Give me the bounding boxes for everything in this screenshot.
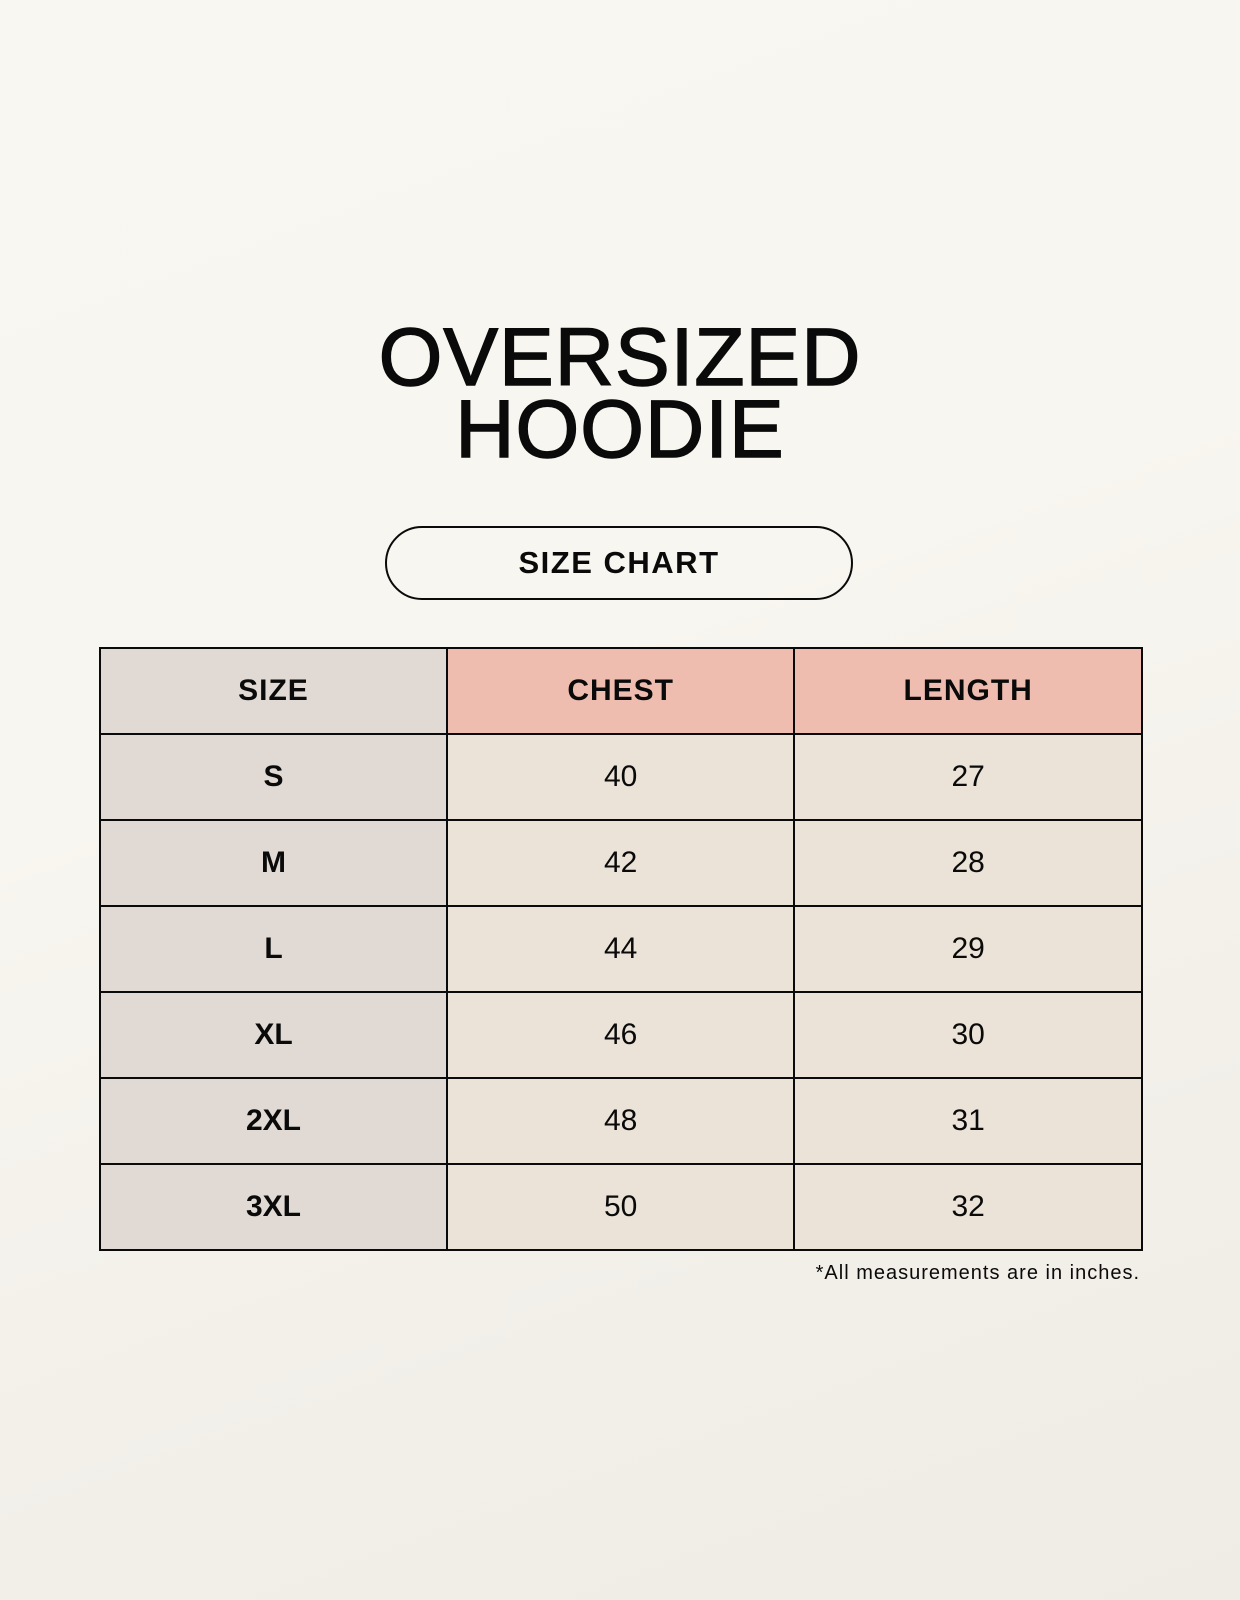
cell-length: 27 xyxy=(793,733,1143,821)
footnote: *All measurements are in inches. xyxy=(815,1262,1140,1284)
header-chest: CHEST xyxy=(445,647,796,735)
cell-length: 32 xyxy=(793,1163,1143,1251)
cell-length: 29 xyxy=(793,905,1143,993)
cell-chest: 46 xyxy=(445,991,796,1079)
page-title: OVERSIZED HOODIE xyxy=(0,312,1240,475)
size-chart-label: SIZE CHART xyxy=(385,526,853,600)
table-row: M 42 28 xyxy=(99,819,1143,907)
cell-size: 2XL xyxy=(99,1077,448,1165)
size-table: SIZE CHEST LENGTH S 40 27 M 42 28 L 44 29 XL 46 30 2… xyxy=(99,647,1143,1251)
cell-size: 3XL xyxy=(99,1163,448,1251)
cell-chest: 44 xyxy=(445,905,796,993)
table-row: S 40 27 xyxy=(99,733,1143,821)
cell-length: 31 xyxy=(793,1077,1143,1165)
cell-chest: 40 xyxy=(445,733,796,821)
table-row: 3XL 50 32 xyxy=(99,1163,1143,1251)
cell-size: XL xyxy=(99,991,448,1079)
title-line-2: HOODIE xyxy=(455,384,785,475)
table-row: 2XL 48 31 xyxy=(99,1077,1143,1165)
header-length: LENGTH xyxy=(793,647,1143,735)
cell-chest: 42 xyxy=(445,819,796,907)
table-row: L 44 29 xyxy=(99,905,1143,993)
cell-size: M xyxy=(99,819,448,907)
table-row: XL 46 30 xyxy=(99,991,1143,1079)
title-line-1: OVERSIZED xyxy=(378,312,862,403)
table-header-row: SIZE CHEST LENGTH xyxy=(99,647,1143,735)
cell-chest: 48 xyxy=(445,1077,796,1165)
header-size: SIZE xyxy=(99,647,448,735)
cell-size: L xyxy=(99,905,448,993)
cell-length: 30 xyxy=(793,991,1143,1079)
cell-chest: 50 xyxy=(445,1163,796,1251)
cell-size: S xyxy=(99,733,448,821)
cell-length: 28 xyxy=(793,819,1143,907)
